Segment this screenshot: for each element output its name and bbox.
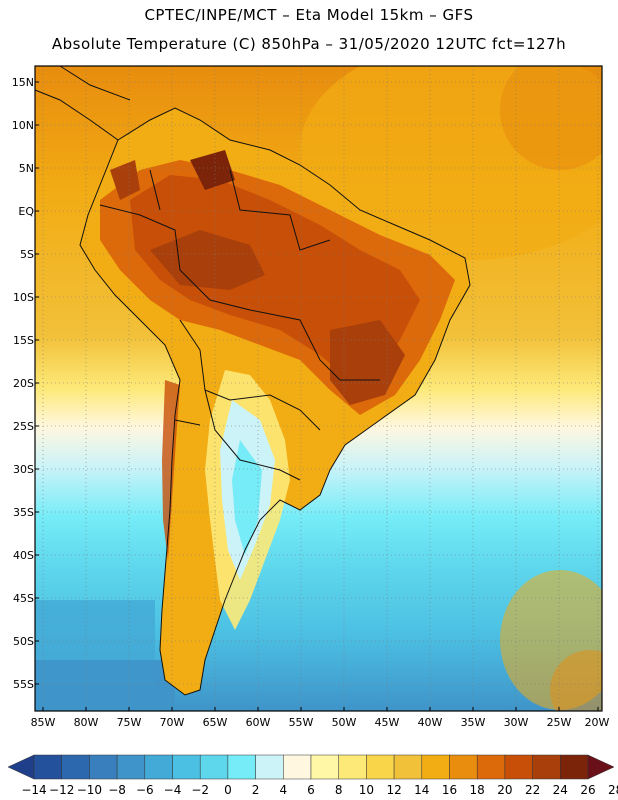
lon-label: 40W (417, 716, 443, 729)
colorbar-label: 0 (224, 783, 232, 797)
chart-title-line2: Absolute Temperature (C) 850hPa – 31/05/… (51, 35, 567, 53)
colorbar-label: −12 (49, 783, 75, 797)
graticule (35, 66, 602, 711)
lon-label: 30W (503, 716, 529, 729)
lon-label: 75W (116, 716, 142, 729)
colorbar-label: −14 (21, 783, 47, 797)
map-frame (34, 65, 603, 712)
lat-label: 25S (13, 420, 34, 433)
colorbar-label: 10 (358, 783, 375, 797)
colorbar-swatch (587, 754, 615, 780)
lon-label: 55W (288, 716, 314, 729)
colorbar-swatch (144, 754, 173, 780)
lat-label: 20S (13, 377, 34, 390)
lon-label: 70W (159, 716, 185, 729)
colorbar-swatch (532, 754, 561, 780)
lon-label: 85W (30, 716, 56, 729)
colorbar-swatch (366, 754, 395, 780)
lon-label: 45W (374, 716, 400, 729)
colorbar-swatch (172, 754, 201, 780)
colorbar-label: 6 (307, 783, 315, 797)
colorbar-label: 4 (279, 783, 288, 797)
colorbar-label: 18 (469, 783, 485, 797)
lon-label: 80W (73, 716, 99, 729)
colorbar-swatch (227, 754, 256, 780)
colorbar-swatch (421, 754, 450, 780)
colorbar-label: 2 (251, 783, 260, 797)
colorbar-label: −6 (135, 783, 154, 797)
colorbar-swatch (449, 754, 478, 780)
lat-label: 35S (13, 506, 34, 519)
colorbar-label: −2 (191, 783, 210, 797)
country-borders (34, 65, 471, 696)
colorbar-label: 8 (334, 783, 343, 797)
temperature-colorbar (7, 754, 615, 780)
colorbar-swatch (199, 754, 229, 780)
lon-label: 20W (584, 716, 610, 729)
colorbar-label: 22 (524, 783, 541, 797)
lat-label: 15N (11, 76, 34, 89)
colorbar-swatch (61, 754, 90, 780)
colorbar-swatch (7, 754, 35, 780)
lat-label: 30S (13, 463, 34, 476)
lat-label: 10N (11, 119, 34, 132)
colorbar-label: 24 (552, 783, 568, 797)
colorbar-swatch (283, 754, 312, 780)
colorbar-label: 28 (608, 783, 618, 797)
colorbar-label: −10 (76, 783, 103, 797)
lat-label: 45S (13, 592, 34, 605)
lat-label: 5N (18, 162, 34, 175)
colorbar-swatch (116, 754, 146, 780)
colorbar-label: 14 (414, 783, 430, 797)
colorbar-label: 16 (441, 783, 458, 797)
colorbar-swatch (255, 754, 284, 780)
colorbar-swatch (504, 754, 533, 780)
colorbar-swatch (89, 754, 118, 780)
lat-label: 55S (13, 678, 34, 691)
colorbar-swatch (560, 754, 589, 780)
lat-label: EQ (18, 205, 34, 218)
lon-label: 60W (245, 716, 271, 729)
lat-label: 50S (13, 635, 34, 648)
colorbar-swatch (33, 754, 62, 780)
lat-label: 5S (20, 248, 34, 261)
colorbar-label: 26 (580, 783, 596, 797)
lon-label: 65W (202, 716, 228, 729)
lat-label: 10S (13, 291, 34, 304)
colorbar-swatch (310, 754, 339, 780)
chart-title-line1: CPTEC/INPE/MCT – Eta Model 15km – GFS (144, 6, 474, 24)
colorbar-label: −8 (108, 783, 126, 797)
colorbar-label: 20 (497, 783, 513, 797)
colorbar-label: 12 (386, 783, 402, 797)
lat-label: 15S (13, 334, 34, 347)
colorbar-swatch (393, 754, 423, 780)
colorbar-swatch (476, 754, 506, 780)
lat-label: 40S (13, 549, 34, 562)
lon-label: 25W (546, 716, 572, 729)
colorbar-label: −4 (163, 783, 182, 797)
lon-label: 35W (460, 716, 486, 729)
colorbar-swatch (338, 754, 367, 780)
lon-label: 50W (331, 716, 357, 729)
